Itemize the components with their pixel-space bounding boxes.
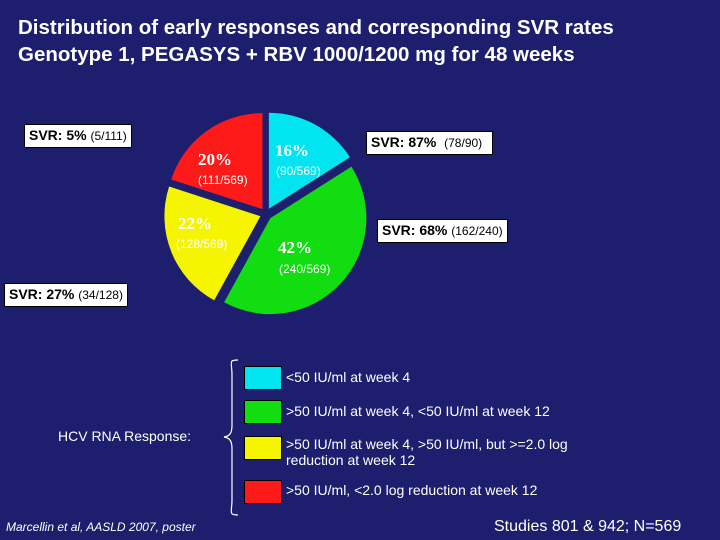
legend-swatch-yellow bbox=[244, 436, 282, 460]
legend-brace bbox=[223, 359, 239, 516]
svr-count: (78/90) bbox=[444, 136, 483, 150]
pie-slice-under-50-week4 bbox=[268, 112, 350, 209]
study-info: Studies 801 & 942; N=569 bbox=[494, 518, 682, 535]
slice-percent: 16% bbox=[275, 141, 309, 160]
svr-rate: SVR: 5% bbox=[29, 127, 87, 143]
legend-label: >50 IU/ml, <2.0 log reduction at week 12 bbox=[286, 482, 538, 498]
pie-slice-under-50-week12 bbox=[224, 166, 367, 315]
pie-slice-under-2-log-reduction bbox=[171, 113, 263, 210]
svr-count: (34/128) bbox=[78, 288, 123, 302]
svr-rate: SVR: 87% bbox=[371, 134, 437, 150]
slice-percent: 22% bbox=[178, 214, 212, 233]
slice-percent: 42% bbox=[278, 238, 312, 257]
pie-slice-log-reduction-2 bbox=[164, 186, 261, 301]
legend-swatch-green bbox=[244, 400, 282, 424]
svr-rate: SVR: 68% bbox=[382, 222, 448, 238]
svr-callout-green: SVR: 68% (162/240) bbox=[377, 219, 508, 243]
slice-count: (111/569) bbox=[198, 173, 248, 187]
legend-title: HCV RNA Response: bbox=[58, 428, 192, 444]
slice-percent: 20% bbox=[198, 150, 232, 169]
svr-count: (162/240) bbox=[451, 224, 503, 238]
slide-title: Distribution of early responses and corr… bbox=[18, 16, 614, 66]
svr-callout-yellow: SVR: 27% (34/128) bbox=[4, 283, 128, 307]
slice-label-red: 20% bbox=[198, 150, 232, 170]
svr-callout-red: SVR: 5% (5/111) bbox=[24, 124, 132, 148]
legend-swatch-cyan bbox=[244, 366, 282, 390]
svr-rate: SVR: 27% bbox=[9, 286, 75, 302]
slice-count: (240/569) bbox=[279, 262, 331, 276]
slice-count: (90/569) bbox=[276, 164, 321, 178]
slice-count: (128/569) bbox=[176, 237, 228, 251]
legend-label: <50 IU/ml at week 4 bbox=[286, 369, 411, 385]
svr-count: (5/111) bbox=[90, 129, 127, 143]
legend-label: >50 IU/ml at week 4, >50 IU/ml, but >=2.… bbox=[286, 436, 568, 468]
citation: Marcellin et al, AASLD 2007, poster bbox=[6, 520, 196, 534]
legend-label: >50 IU/ml at week 4, <50 IU/ml at week 1… bbox=[286, 403, 550, 419]
svr-callout-cyan: SVR: 87% (78/90) bbox=[366, 131, 494, 155]
legend-swatch-red bbox=[244, 480, 282, 504]
